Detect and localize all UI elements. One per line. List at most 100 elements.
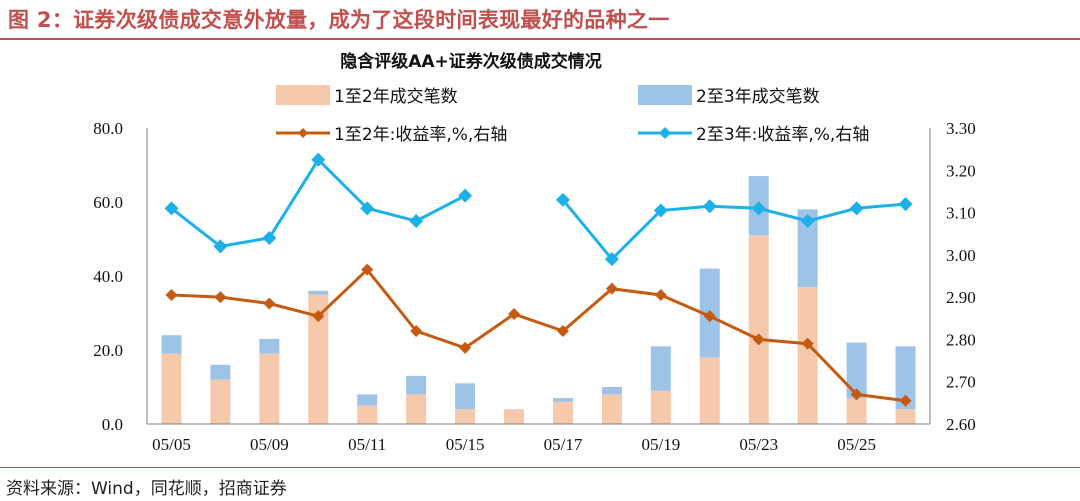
bar-1to2-05/09: [259, 353, 280, 424]
point-2to3-yield-05/24: [800, 214, 815, 229]
point-1to2-yield-05/12: [410, 324, 423, 337]
point-2to3-yield-05/23: [751, 201, 766, 216]
right-tick-label: 3.20: [946, 161, 976, 180]
point-1to2-yield-05/17: [556, 324, 569, 337]
x-tick-label: 05/23: [739, 435, 778, 454]
line-1to2-yield: [171, 268, 906, 403]
tick-label-layer: 0.0 20.0 40.0 60.0 80.0 2.60 2.70 2.80 2.90 3.00 3…: [93, 119, 976, 454]
bar-1to2-05/08: [210, 379, 231, 424]
bar-1to2-05/22: [699, 357, 720, 424]
x-tick-label: 05/11: [348, 435, 386, 454]
point-2to3-yield-05/18: [604, 252, 619, 267]
bar-2to3-05/26: [895, 346, 916, 410]
legend-marker-4: [659, 127, 671, 139]
right-tick-label: 3.00: [946, 246, 976, 265]
left-tick-label: 80.0: [93, 119, 123, 138]
bar-2to3-05/24: [797, 209, 818, 288]
bar-2to3-05/25: [846, 342, 867, 399]
point-2to3-yield-05/10: [311, 152, 326, 167]
left-tick-label: 40.0: [93, 267, 123, 286]
right-tick-label: 2.70: [946, 373, 976, 392]
figure-header: 图 2：证券次级债成交意外放量，成为了这段时间表现最好的品种之一: [0, 0, 1080, 40]
right-tick-label: 2.90: [946, 288, 976, 307]
point-1to2-yield-05/08: [214, 291, 227, 304]
right-tick-label: 2.60: [946, 415, 976, 434]
point-1to2-yield-05/24: [801, 337, 814, 350]
left-tick-label: 20.0: [93, 341, 123, 360]
point-1to2-yield-05/05: [165, 289, 178, 302]
point-1to2-yield-05/11: [361, 263, 374, 276]
bar-2to3-05/19: [650, 346, 671, 391]
legend-label-2: 2至3年成交笔数: [696, 87, 820, 107]
bar-1to2-05/18: [601, 394, 622, 424]
x-tick-label: 05/05: [152, 435, 191, 454]
bar-2to3-05/05: [161, 335, 182, 354]
bar-2to3-05/12: [406, 375, 427, 395]
bar-1to2-05/11: [357, 405, 378, 424]
point-2to3-yield-05/08: [213, 239, 228, 254]
bar-2to3-05/09: [259, 338, 280, 354]
bar-1to2-05/24: [797, 287, 818, 424]
point-1to2-yield-05/15: [459, 341, 472, 354]
point-2to3-yield-05/26: [898, 197, 913, 212]
line-2to3-yield: [170, 158, 906, 261]
point-1to2-yield-05/16: [508, 308, 521, 321]
bar-1to2-05/10: [308, 294, 329, 424]
legend-label-4: 2至3年:收益率,%,右轴: [696, 125, 869, 145]
x-tick-label: 05/19: [641, 435, 680, 454]
point-2to3-yield-05/11: [360, 201, 375, 216]
figure-title: 图 2：证券次级债成交意外放量，成为了这段时间表现最好的品种之一: [8, 8, 670, 32]
bar-2to3-05/18: [601, 387, 622, 395]
source-note: 资料来源：Wind，同花顺，招商证券: [6, 479, 287, 499]
legend: 1至2年成交笔数 2至3年成交笔数 1至2年:收益率,%,右轴 2至3年:收益率,%,…: [276, 85, 869, 145]
left-tick-label: 60.0: [93, 193, 123, 212]
point-2to3-yield-05/05: [164, 201, 179, 216]
point-1to2-yield-05/10: [312, 310, 325, 323]
axes-layer: [146, 128, 931, 425]
bar-1to2-05/19: [650, 390, 671, 424]
point-2to3-yield-05/17: [555, 192, 570, 207]
point-1to2-yield-05/23: [752, 333, 765, 346]
line-layer: [164, 152, 913, 407]
bar-1to2-05/16: [504, 409, 525, 424]
bar-2to3-05/10: [308, 290, 329, 295]
bar-1to2-05/12: [406, 394, 427, 424]
legend-label-1: 1至2年成交笔数: [334, 87, 458, 107]
bar-1to2-05/15: [455, 409, 476, 424]
point-1to2-yield-05/18: [605, 282, 618, 295]
x-tick-label: 05/15: [446, 435, 485, 454]
point-1to2-yield-05/26: [899, 394, 912, 407]
legend-swatch-1: [276, 85, 330, 105]
point-2to3-yield-05/15: [458, 188, 473, 203]
point-2to3-yield-05/22: [702, 199, 717, 214]
x-tick-label: 05/09: [250, 435, 289, 454]
bar-1to2-05/17: [552, 401, 573, 424]
point-1to2-yield-05/22: [703, 310, 716, 323]
point-1to2-yield-05/19: [654, 289, 667, 302]
bar-layer: [161, 176, 916, 424]
title-divider: [0, 38, 1080, 40]
bar-1to2-05/25: [846, 398, 867, 424]
point-1to2-yield-05/25: [850, 388, 863, 401]
footer-divider: [0, 467, 1080, 468]
bar-1to2-05/23: [748, 235, 769, 424]
point-1to2-yield-05/09: [263, 297, 276, 310]
x-tick-label: 05/17: [544, 435, 583, 454]
point-2to3-yield-05/25: [849, 201, 864, 216]
chart-title: 隐含评级AA+证券次级债成交情况: [340, 51, 602, 72]
x-tick-label: 05/25: [837, 435, 876, 454]
bar-2to3-05/17: [552, 398, 573, 402]
bar-2to3-05/08: [210, 364, 231, 380]
point-2to3-yield-05/19: [653, 203, 668, 218]
right-tick-label: 2.80: [946, 330, 976, 349]
legend-swatch-2: [638, 85, 692, 105]
bar-2to3-05/11: [357, 394, 378, 406]
bar-2to3-05/15: [455, 383, 476, 410]
bar-1to2-05/05: [161, 353, 182, 424]
legend-marker-3: [298, 128, 308, 138]
right-tick-label: 3.10: [946, 204, 976, 223]
left-tick-label: 0.0: [102, 415, 123, 434]
point-2to3-yield-05/09: [262, 230, 277, 245]
bar-1to2-05/26: [895, 409, 916, 424]
